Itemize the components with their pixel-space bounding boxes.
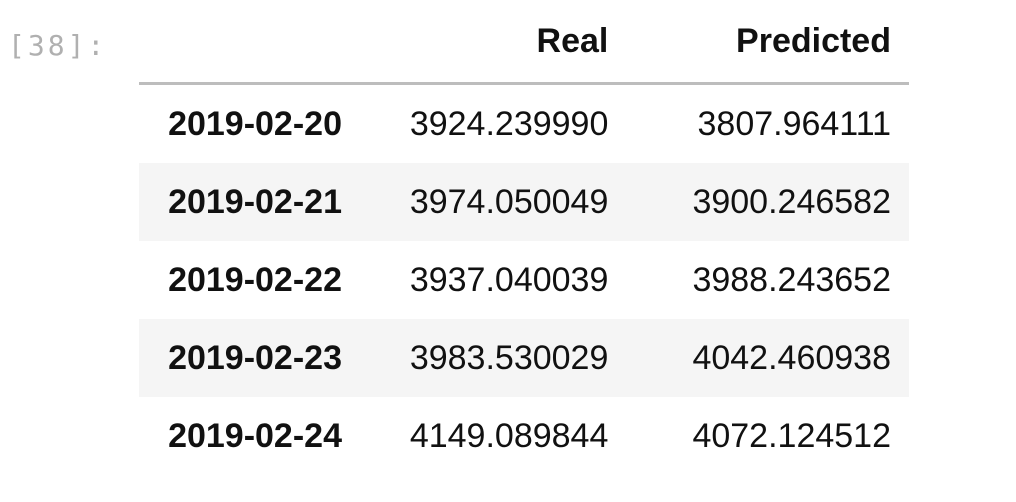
predicted-value-cell: 4072.124512: [692, 417, 891, 455]
predicted-value-cell: 3807.964111: [697, 105, 892, 143]
predicted-value-cell: 3988.243652: [692, 261, 891, 299]
row-index-date: 2019-02-21: [168, 183, 342, 221]
header-row: Real Predicted: [139, 0, 909, 85]
table-body: 2019-02-20 3924.239990 3807.964111 2019-…: [139, 84, 909, 476]
table-row: 2019-02-20 3924.239990 3807.964111: [139, 84, 909, 164]
table-header: Real Predicted: [139, 0, 909, 85]
cell-output-area: Real Predicted 2019-02-20 3924.239990 38…: [139, 0, 909, 475]
table-row: 2019-02-21 3974.050049 3900.246582: [139, 163, 909, 241]
row-index-date: 2019-02-24: [168, 417, 342, 455]
real-value-cell: 3983.530029: [409, 339, 609, 377]
predicted-value-cell: 3900.246582: [692, 183, 891, 221]
real-value-cell: 3974.050049: [409, 183, 609, 221]
predicted-value-cell: 4042.460938: [692, 339, 891, 377]
row-index-date: 2019-02-22: [168, 261, 342, 299]
table-row: 2019-02-23 3983.530029 4042.460938: [139, 319, 909, 397]
table-row: 2019-02-24 4149.089844 4072.124512: [139, 397, 909, 475]
index-column-header: [139, 0, 360, 85]
table-row: 2019-02-22 3937.040039 3988.243652: [139, 241, 909, 319]
row-index-date: 2019-02-20: [168, 105, 342, 143]
cell-execution-count: [38]:: [8, 29, 108, 62]
dataframe-table: Real Predicted 2019-02-20 3924.239990 38…: [139, 0, 909, 475]
predicted-column-header: Predicted: [626, 0, 909, 85]
real-value-cell: 4149.089844: [409, 417, 609, 455]
row-index-date: 2019-02-23: [168, 339, 342, 377]
real-value-cell: 3924.239990: [409, 105, 609, 143]
real-column-header: Real: [359, 0, 627, 85]
real-value-cell: 3937.040039: [409, 261, 609, 299]
